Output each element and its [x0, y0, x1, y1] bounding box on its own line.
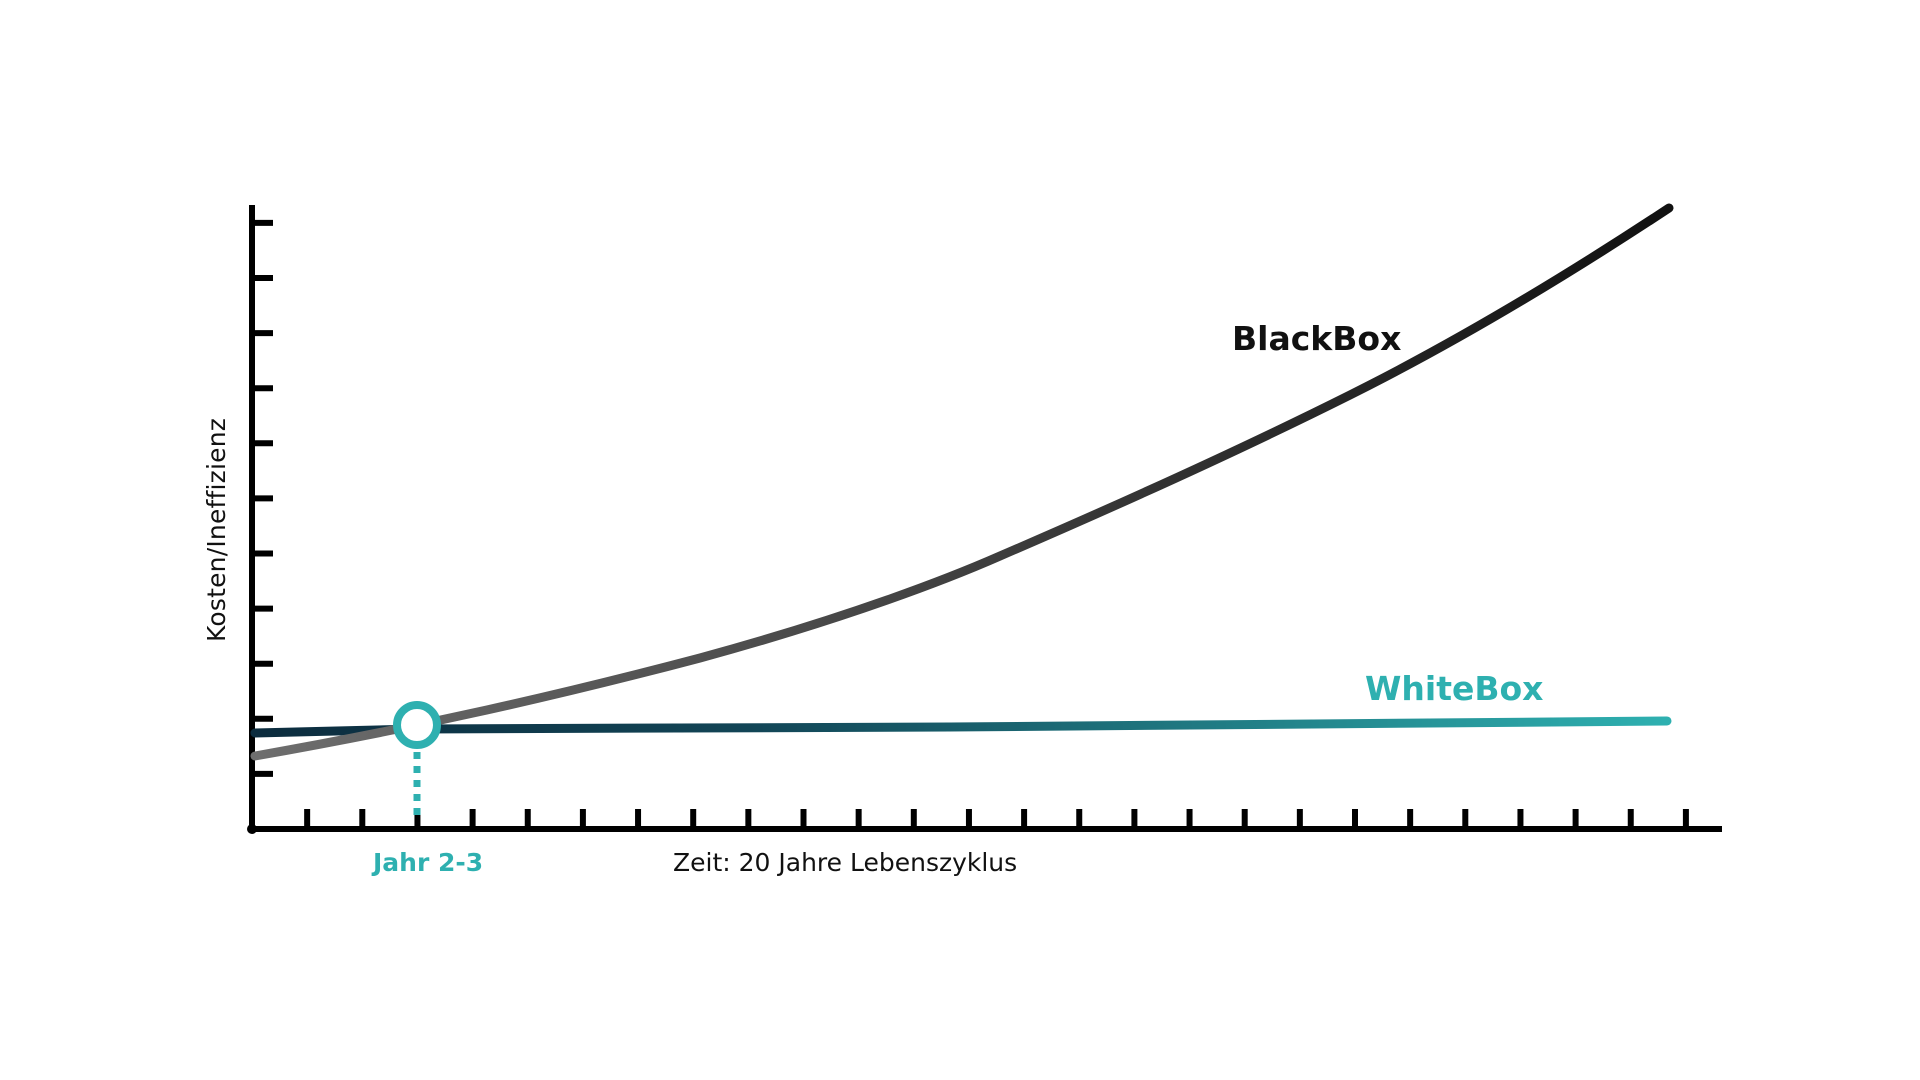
intersection-marker [393, 701, 441, 822]
blackbox-series-line [250, 203, 1674, 761]
origin-dot [247, 824, 257, 834]
y-axis-label: Kosten/Ineffizienz [202, 417, 231, 642]
x-axis-label: Zeit: 20 Jahre Lebenszyklus [673, 848, 1018, 877]
marker-ring-icon [393, 701, 441, 749]
axes [247, 205, 1722, 834]
whitebox-series-line [250, 716, 1672, 738]
blackbox-series-label: BlackBox [1232, 319, 1402, 358]
marker-label: Jahr 2-3 [373, 848, 484, 877]
x-ticks [304, 809, 1689, 829]
y-ticks [252, 219, 273, 777]
whitebox-series-label: WhiteBox [1365, 669, 1544, 708]
